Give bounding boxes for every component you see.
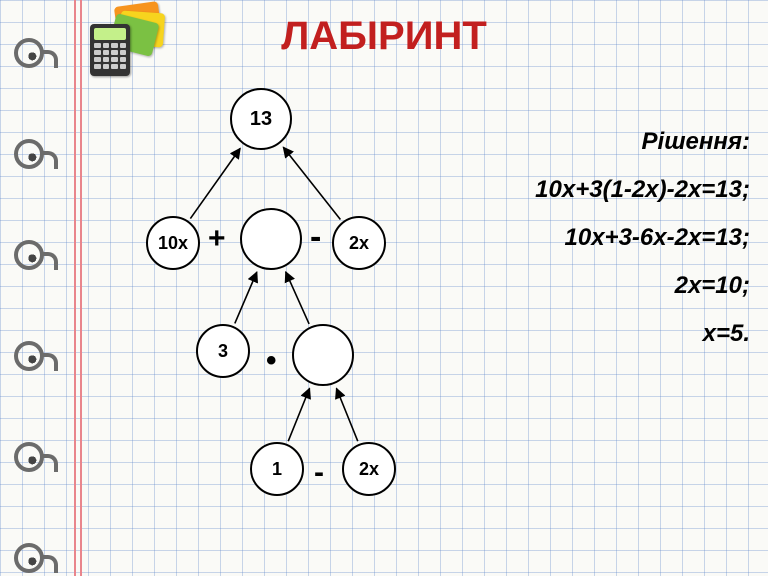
solution-block: Рішення: 10х+3(1-2х)-2х=13;10х+3-6х-2х=1… xyxy=(500,118,750,358)
node-blank xyxy=(292,324,354,386)
margin-line xyxy=(80,0,82,576)
node-2х: 2х xyxy=(342,442,396,496)
operator: - xyxy=(310,218,321,257)
solution-line: 10х+3-6х-2х=13; xyxy=(500,214,750,262)
operator: • xyxy=(266,344,277,378)
spiral-binding xyxy=(0,0,60,576)
page-title: ЛАБІРИНТ xyxy=(0,14,768,59)
expression-tree-diagram: 13 10х 2х 3 1 2х + - • - xyxy=(100,80,480,560)
node-1: 1 xyxy=(250,442,304,496)
operator: - xyxy=(314,456,324,490)
node-blank xyxy=(240,208,302,270)
operator: + xyxy=(208,222,226,256)
solution-heading: Рішення: xyxy=(500,118,750,166)
solution-line: х=5. xyxy=(500,310,750,358)
solution-line: 2х=10; xyxy=(500,262,750,310)
node-2х: 2х xyxy=(332,216,386,270)
node-10х: 10х xyxy=(146,216,200,270)
node-13: 13 xyxy=(230,88,292,150)
node-3: 3 xyxy=(196,324,250,378)
solution-line: 10х+3(1-2х)-2х=13; xyxy=(500,166,750,214)
margin-line xyxy=(74,0,76,576)
